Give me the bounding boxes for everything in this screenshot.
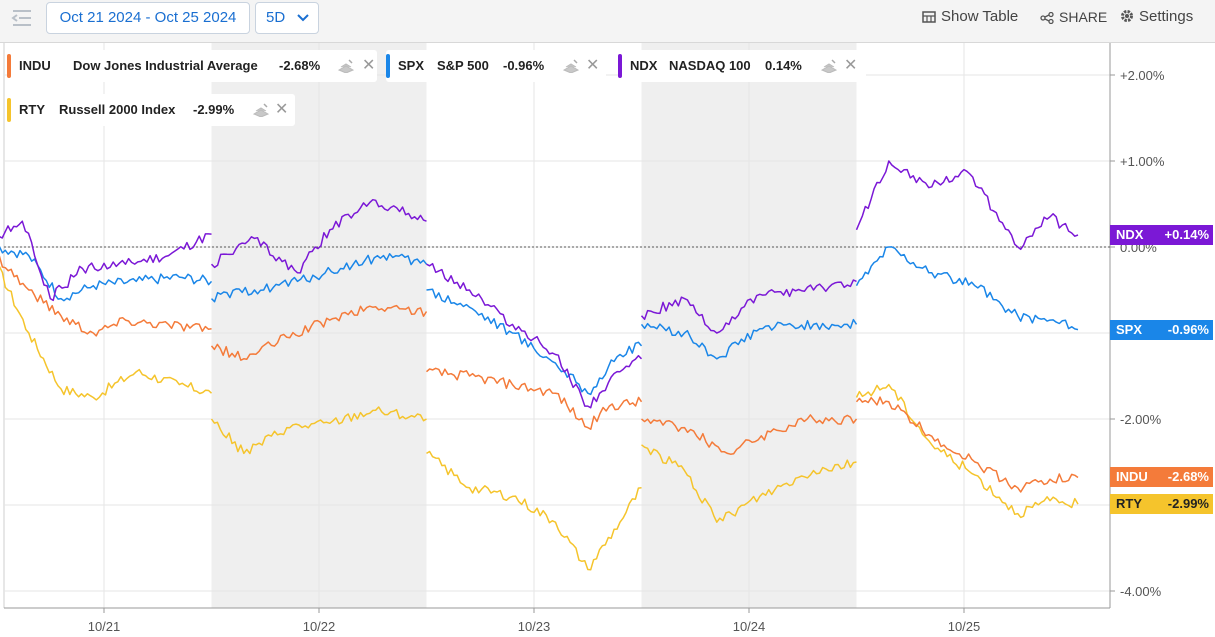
- series-line-indu: [210, 304, 428, 361]
- legend-color-bar: [7, 54, 11, 78]
- series-line-spx: [210, 253, 428, 303]
- price-tag-symbol: INDU: [1116, 469, 1148, 485]
- series-line-rty: [855, 383, 1079, 519]
- y-tick-label: -2.00%: [1120, 412, 1162, 427]
- legend-item-spx[interactable]: SPX S&P 500 -0.96% ✕: [386, 50, 606, 82]
- cloud-icon[interactable]: [252, 103, 270, 117]
- x-tick-label: 10/25: [948, 619, 981, 634]
- price-tag-value: -0.96%: [1167, 321, 1209, 337]
- series-line-indu: [855, 396, 1079, 493]
- price-tag-spx: SPX -0.96%: [1110, 319, 1213, 340]
- legend-name: Russell 2000 Index: [59, 102, 176, 117]
- share-label: SHARE: [1059, 9, 1108, 25]
- date-range-button[interactable]: Oct 21 2024 - Oct 25 2024: [46, 2, 250, 34]
- legend-name: NASDAQ 100: [669, 58, 751, 73]
- price-tag-symbol: NDX: [1116, 226, 1144, 242]
- legend-item-indu[interactable]: INDU Dow Jones Industrial Average -2.68% ✕: [7, 50, 377, 82]
- show-table-button[interactable]: Show Table: [922, 8, 1018, 26]
- price-tag-value: -2.99%: [1167, 496, 1209, 512]
- close-icon[interactable]: ✕: [844, 57, 858, 74]
- x-tick-label: 10/22: [303, 619, 336, 634]
- legend-symbol: RTY: [19, 102, 45, 117]
- price-tag-indu: INDU -2.68%: [1110, 467, 1213, 488]
- series-line-indu: [641, 414, 858, 455]
- legend-change: -2.68%: [279, 58, 321, 73]
- series-line-ndx: [210, 198, 427, 274]
- table-icon: [922, 11, 936, 23]
- price-tag-symbol: SPX: [1116, 321, 1143, 337]
- gear-icon: [1121, 10, 1133, 22]
- price-tag-value: -2.68%: [1167, 469, 1209, 485]
- legend-color-bar: [386, 54, 390, 78]
- series-line-indu: [426, 367, 643, 430]
- series-line-ndx: [426, 262, 643, 409]
- legend-change: 0.14%: [765, 58, 802, 73]
- price-tag-ndx: NDX +0.14%: [1110, 224, 1213, 245]
- comparison-chart[interactable]: 10/21 10/22 10/23 10/24 10/25+2.00%+1.00%0.0…: [0, 43, 1215, 637]
- series-line-indu: [0, 255, 212, 337]
- price-tag-value: +0.14%: [1164, 226, 1209, 242]
- cloud-icon[interactable]: [337, 59, 355, 73]
- close-icon[interactable]: ✕: [362, 57, 376, 74]
- legend-color-bar: [7, 98, 11, 122]
- x-tick-label: 10/23: [518, 619, 551, 634]
- x-tick-label: 10/24: [733, 619, 766, 634]
- series-line-rty: [0, 265, 213, 401]
- series-line-rty: [426, 450, 642, 571]
- series-line-spx: [0, 246, 213, 302]
- share-icon: [1040, 11, 1054, 25]
- share-button[interactable]: SHARE: [1040, 8, 1107, 26]
- series-line-ndx: [640, 279, 857, 334]
- show-table-label: Show Table: [941, 8, 1019, 25]
- legend-name: Dow Jones Industrial Average: [73, 58, 258, 73]
- period-dropdown[interactable]: 5D: [255, 2, 319, 34]
- series-line-spx: [855, 246, 1079, 331]
- legend-color-bar: [618, 54, 622, 78]
- settings-label: Settings: [1139, 8, 1194, 25]
- series-line-spx: [640, 318, 858, 360]
- legend-symbol: SPX: [398, 58, 425, 73]
- y-tick-label: +1.00%: [1120, 154, 1165, 169]
- x-tick-label: 10/21: [88, 619, 121, 634]
- legend-symbol: NDX: [630, 58, 658, 73]
- series-line-rty: [641, 444, 857, 523]
- series-line-spx: [426, 288, 643, 396]
- legend-change: -2.99%: [193, 102, 235, 117]
- price-tag-symbol: RTY: [1116, 496, 1142, 512]
- y-tick-label: +2.00%: [1120, 68, 1165, 83]
- series-line-ndx: [0, 220, 212, 302]
- legend-name: S&P 500: [437, 58, 489, 73]
- legend-item-rty[interactable]: RTY Russell 2000 Index -2.99% ✕: [7, 94, 295, 126]
- series-line-ndx: [855, 160, 1079, 251]
- close-icon[interactable]: ✕: [275, 101, 289, 118]
- legend-change: -0.96%: [503, 58, 545, 73]
- cloud-icon[interactable]: [820, 59, 838, 73]
- collapse-menu-icon[interactable]: [10, 6, 34, 30]
- cloud-icon[interactable]: [562, 59, 580, 73]
- series-line-rty: [210, 406, 427, 455]
- period-label: 5D: [266, 9, 286, 26]
- settings-button[interactable]: Settings: [1120, 8, 1193, 26]
- price-tag-rty: RTY -2.99%: [1110, 494, 1213, 515]
- close-icon[interactable]: ✕: [586, 57, 600, 74]
- legend-symbol: INDU: [19, 58, 51, 73]
- y-tick-label: -4.00%: [1120, 584, 1162, 599]
- chevron-down-icon: [297, 14, 309, 22]
- legend-item-ndx[interactable]: NDX NASDAQ 100 0.14% ✕: [618, 50, 866, 82]
- toolbar: Oct 21 2024 - Oct 25 2024 5D Show Table …: [0, 0, 1215, 43]
